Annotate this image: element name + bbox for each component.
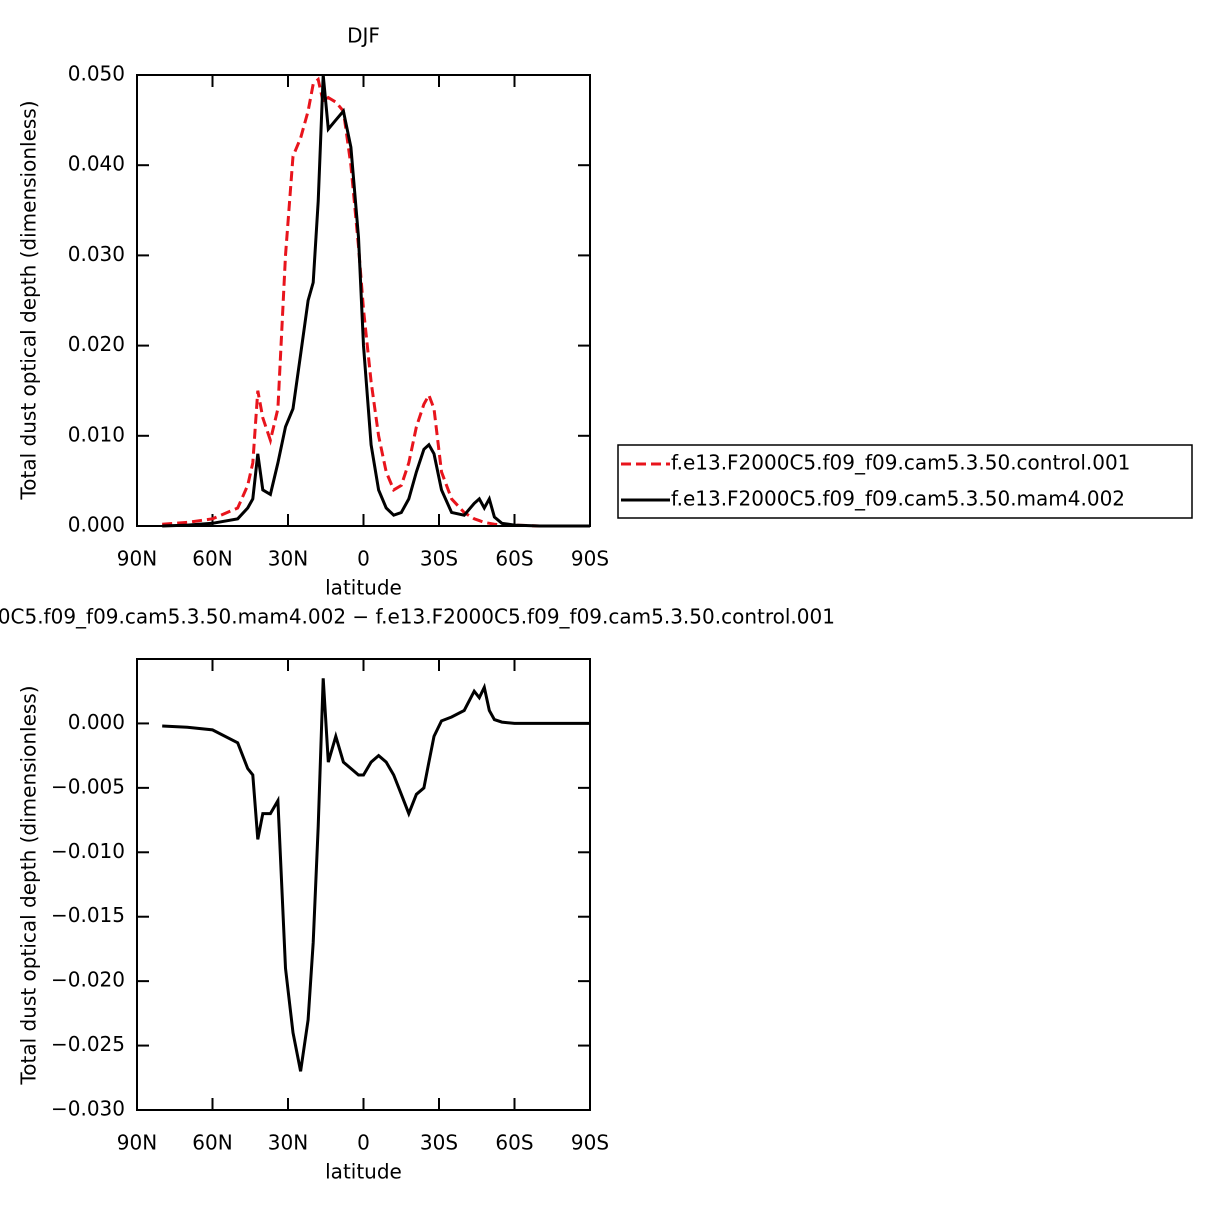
x-tick-label: 60S xyxy=(495,1131,533,1155)
legend-label: f.e13.F2000C5.f09_f09.cam5.3.50.control.… xyxy=(671,451,1130,475)
x-tick-label: 0 xyxy=(357,1131,370,1155)
chart-title: DJF xyxy=(347,24,380,48)
legend-box xyxy=(617,444,1193,519)
x-tick-label: 90S xyxy=(571,547,609,571)
x-axis-label: latitude xyxy=(325,576,402,600)
data-line xyxy=(162,74,590,528)
y-tick-label: −0.020 xyxy=(51,968,125,992)
legend-label: f.e13.F2000C5.f09_f09.cam5.3.50.mam4.002 xyxy=(671,487,1125,511)
y-tick-label: −0.005 xyxy=(51,774,125,798)
x-axis-label: latitude xyxy=(325,1160,402,1184)
y-tick-label: 0.040 xyxy=(68,152,125,176)
x-tick-label: 60S xyxy=(495,547,533,571)
x-tick-label: 30N xyxy=(268,547,308,571)
x-tick-label: 30S xyxy=(420,1131,458,1155)
chart-title: f.e13.F2000C5.f09_f09.cam5.3.50.mam4.002… xyxy=(0,605,835,629)
data-line xyxy=(162,76,590,528)
y-tick-label: 0.050 xyxy=(68,62,125,86)
y-tick-label: −0.025 xyxy=(51,1032,125,1056)
y-tick-label: 0.010 xyxy=(68,422,125,446)
y-tick-label: 0.000 xyxy=(68,710,125,734)
y-tick-label: 0.020 xyxy=(68,332,125,356)
x-tick-label: 90S xyxy=(571,1131,609,1155)
y-axis-label: Total dust optical depth (dimensionless) xyxy=(17,685,41,1085)
x-tick-label: 90N xyxy=(117,547,157,571)
plot-frame xyxy=(136,74,591,527)
x-tick-label: 90N xyxy=(117,1131,157,1155)
y-tick-label: −0.015 xyxy=(51,903,125,927)
x-tick-label: 30N xyxy=(268,1131,308,1155)
plot-frame xyxy=(136,658,591,1111)
y-axis-label: Total dust optical depth (dimensionless) xyxy=(17,100,41,500)
y-tick-label: 0.000 xyxy=(68,513,125,537)
x-tick-label: 60N xyxy=(192,547,232,571)
y-tick-label: −0.010 xyxy=(51,839,125,863)
data-line xyxy=(162,678,590,1072)
x-tick-label: 30S xyxy=(420,547,458,571)
x-tick-label: 60N xyxy=(192,1131,232,1155)
y-tick-label: −0.030 xyxy=(51,1097,125,1121)
x-tick-label: 0 xyxy=(357,547,370,571)
y-tick-label: 0.030 xyxy=(68,242,125,266)
